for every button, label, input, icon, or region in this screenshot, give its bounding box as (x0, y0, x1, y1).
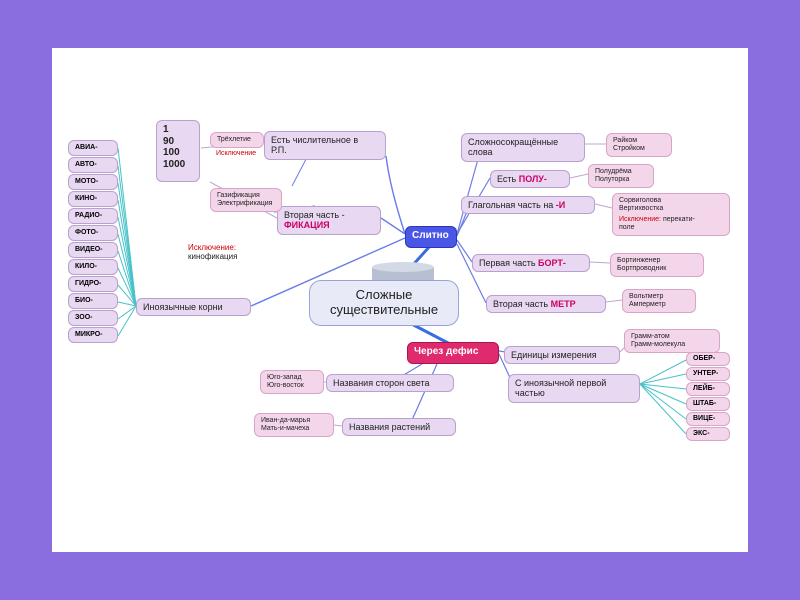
node-prefixes-9: БИО- (68, 293, 118, 309)
node-prefixes-0: АВИА- (68, 140, 118, 156)
node-isklyuch1: Исключение (210, 147, 264, 161)
node-trekhletie: Трёхлетие (210, 132, 264, 148)
node-polu: Есть ПОЛУ- (490, 170, 570, 188)
node-prefixes-5: ФОТО- (68, 225, 118, 241)
node-fikatsiya: Вторая часть -ФИКАЦИЯ (277, 206, 381, 235)
node-defis: Через дефис (407, 342, 499, 364)
diagram-canvas: Сложныесуществительные Слитно Через дефис Е… (52, 48, 748, 552)
node-glag: Глагольная часть на -И (461, 196, 595, 214)
node-prefixes-2: МОТО- (68, 174, 118, 190)
node-chislit: Есть числительное вР.П. (264, 131, 386, 160)
node-prefixes-6: ВИДЕО- (68, 242, 118, 258)
node-isklyuch2: Исключение:кинофикация (182, 240, 272, 264)
node-sokr: Сложносокращённыеслова (461, 133, 585, 162)
node-metr: Вторая часть МЕТР (486, 295, 606, 313)
node-suffixes-5: ЭКС- (686, 427, 730, 441)
node-slitno: Слитно (405, 226, 457, 248)
node-voltmetr: ВольтметрАмперметр (622, 289, 696, 313)
node-prefixes-4: РАДИО- (68, 208, 118, 224)
node-bortex: БортинженерБортпроводник (610, 253, 704, 277)
node-prefixes-8: ГИДРО- (68, 276, 118, 292)
node-suffixes-4: ВИЦЕ- (686, 412, 730, 426)
node-inokorni: Иноязычные корни (136, 298, 251, 316)
node-edizm: Единицы измерения (504, 346, 620, 364)
node-suffixes-3: ШТАБ- (686, 397, 730, 411)
title-line1: Сложные (316, 288, 452, 303)
node-raikom: РайкомСтройком (606, 133, 672, 157)
node-prefixes-7: КИЛО- (68, 259, 118, 275)
node-gazif: ГазификацияЭлектрификация (210, 188, 282, 212)
node-prefixes-3: КИНО- (68, 191, 118, 207)
node-ivan: Иван-да-марьяМать-и-мачеха (254, 413, 334, 437)
node-inoperv: С иноязычной первойчастью (508, 374, 640, 403)
node-prefixes-11: МИКРО- (68, 327, 118, 343)
node-bort: Первая часть БОРТ- (472, 254, 590, 272)
node-storony: Названия сторон света (326, 374, 454, 392)
node-gramm: Грамм-атомГрамм-молекула (624, 329, 720, 353)
title-node: Сложныесуществительные (309, 280, 459, 326)
node-sorvi: СорвиголоваВертихвосткаИсключение: перек… (612, 193, 730, 236)
node-numbers: 1901001000 (156, 120, 200, 182)
node-prefixes-10: ЗОО- (68, 310, 118, 326)
node-rasten: Названия растений (342, 418, 456, 436)
node-poldrjoma: ПолудрёмаПолуторка (588, 164, 654, 188)
node-prefixes-1: АВТО- (68, 157, 118, 173)
node-yugo: Юго-западЮго-восток (260, 370, 324, 394)
node-suffixes-1: УНТЕР- (686, 367, 730, 381)
node-suffixes-2: ЛЕЙБ- (686, 382, 730, 396)
node-suffixes-0: ОБЕР- (686, 352, 730, 366)
title-line2: существительные (316, 303, 452, 318)
